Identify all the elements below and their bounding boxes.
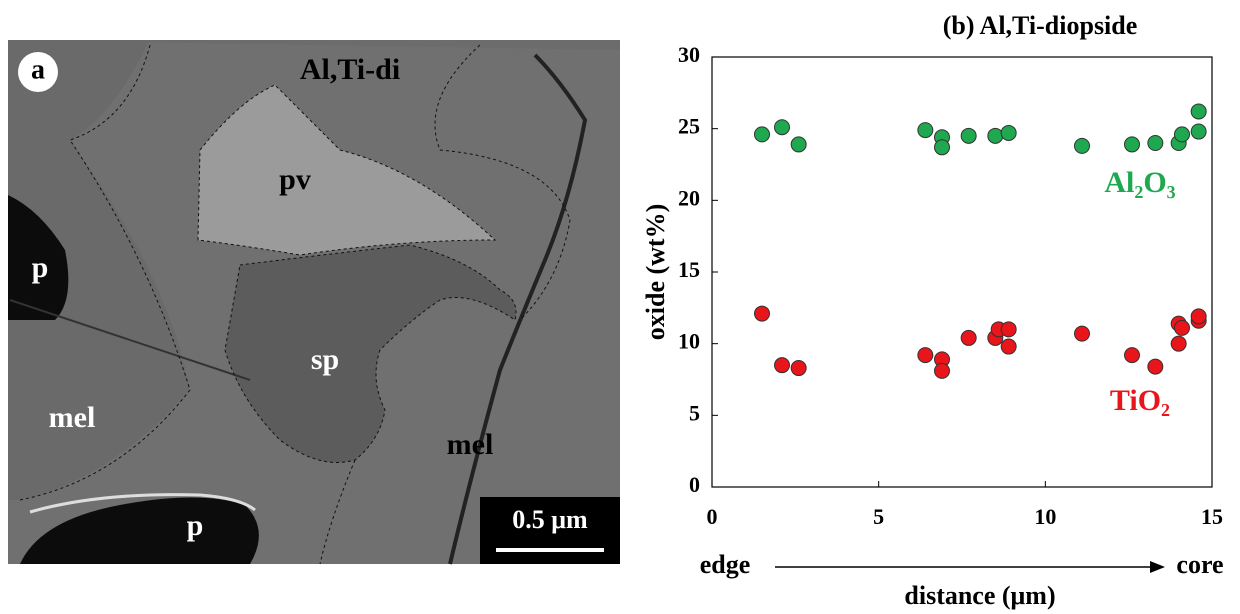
region-label: sp [311,343,339,376]
x-tick-label: 10 [1034,504,1056,529]
data-point [1190,103,1207,120]
series-label: Al₂O₃ [1104,166,1175,199]
region-label: pv [279,163,311,196]
data-point [1124,347,1140,364]
core-label: core [1176,550,1223,579]
region-label: mel [49,401,96,434]
data-point [754,305,770,322]
panel-label: a [31,54,45,85]
data-point [790,136,807,153]
data-point [934,139,950,156]
data-point [1190,308,1207,325]
p-region [8,195,69,320]
scale-bar-box [480,497,620,564]
pv-region [198,85,495,255]
series-label: TiO₂ [1110,384,1170,417]
region-label: p [32,251,49,284]
data-point [1074,325,1090,342]
x-tick-label: 5 [873,504,884,529]
chart-title: (b) Al,Ti-diopside [943,11,1138,40]
y-tick-label: 0 [689,472,700,497]
data-point [1000,338,1017,355]
x-axis-label: distance (μm) [904,581,1055,610]
data-point [774,357,790,374]
data-point [987,127,1004,144]
region-label: Al,Ti-di [300,53,400,86]
data-point [754,126,770,143]
sp-region [225,245,516,463]
scale-bar-label: 0.5 μm [512,505,588,534]
y-tick-label: 25 [678,114,700,139]
x-tick-label: 15 [1201,504,1223,529]
arrow-head [1150,561,1165,573]
y-tick-label: 30 [678,42,700,67]
data-point [1147,135,1164,151]
data-point [1190,123,1207,140]
region-label: mel [447,428,494,461]
y-axis-label: oxide (wt%) [641,204,670,340]
data-point [790,360,807,377]
data-point [1174,319,1190,336]
data-point [1170,335,1187,352]
y-tick-label: 15 [678,257,700,282]
region-label: p [187,509,204,542]
y-tick-label: 20 [678,185,700,210]
data-point [917,122,934,139]
p-region [20,497,259,564]
data-point [1000,124,1017,141]
data-point [1174,126,1190,143]
data-point [1124,136,1140,153]
data-point [1074,137,1090,154]
data-point [934,362,950,379]
y-tick-label: 10 [678,329,700,354]
y-tick-label: 5 [689,400,700,425]
data-point [774,119,790,136]
data-point [1147,358,1164,375]
data-point [960,329,977,346]
edge-label: edge [700,550,751,579]
data-point [960,127,977,144]
data-point [1000,321,1017,338]
x-tick-label: 0 [707,504,718,529]
micrograph: a Al,Ti-di pv p sp mel mel p 0.5 μm [8,40,620,565]
data-point [917,347,934,364]
